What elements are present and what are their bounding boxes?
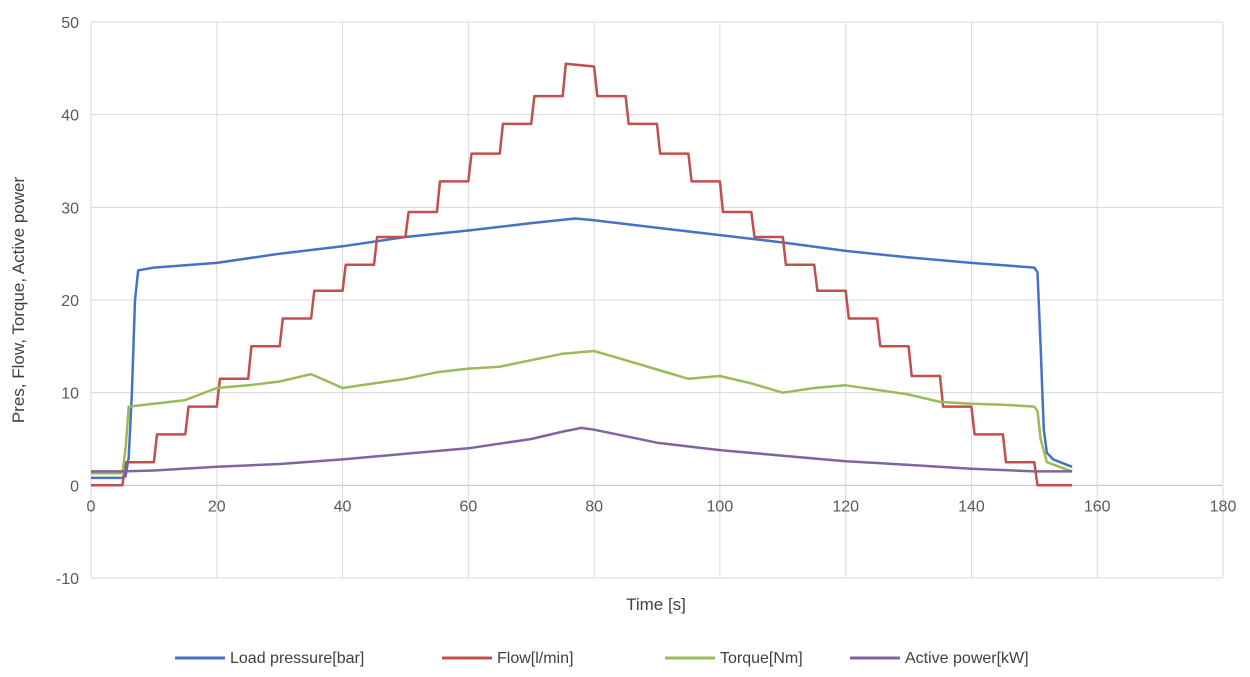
x-axis-title: Time [s]: [626, 595, 686, 614]
x-tick-label: 0: [87, 498, 96, 515]
legend-label-1: Flow[l/min]: [497, 650, 573, 667]
y-tick-label: -10: [56, 571, 79, 588]
legend-label-3: Active power[kW]: [905, 650, 1029, 667]
legend: Load pressure[bar] Flow[l/min] Torque[Nm] A…: [175, 650, 1029, 667]
y-tick-label: 20: [61, 293, 79, 310]
legend-label-0: Load pressure[bar]: [230, 650, 364, 667]
x-tick-label: 140: [958, 498, 985, 515]
y-tick-label: 10: [61, 386, 79, 403]
tick-labels: -10 0 10 20 30 40 50 0 20 40 60 80 100 120 140 160 180: [56, 15, 1237, 588]
x-tick-label: 80: [585, 498, 603, 515]
grid: [90, 21, 1224, 579]
series-line-3: [91, 426, 1073, 473]
x-tick-label: 60: [459, 498, 477, 515]
series-line-0: [91, 217, 1073, 480]
series-lines: [91, 62, 1073, 487]
y-tick-label: 30: [61, 200, 79, 217]
x-tick-label: 20: [208, 498, 226, 515]
series-line-2: [91, 349, 1073, 475]
series-line-1: [91, 62, 1073, 487]
x-tick-label: 100: [707, 498, 734, 515]
legend-label-2: Torque[Nm]: [720, 650, 803, 667]
x-tick-label: 40: [334, 498, 352, 515]
x-tick-label: 180: [1210, 498, 1237, 515]
y-axis-title: Pres, Flow, Torque, Active power: [9, 177, 28, 424]
y-tick-label: 0: [70, 478, 79, 495]
x-tick-label: 120: [832, 498, 859, 515]
y-tick-label: 40: [61, 108, 79, 125]
y-tick-label: 50: [61, 15, 79, 32]
x-tick-label: 160: [1084, 498, 1111, 515]
